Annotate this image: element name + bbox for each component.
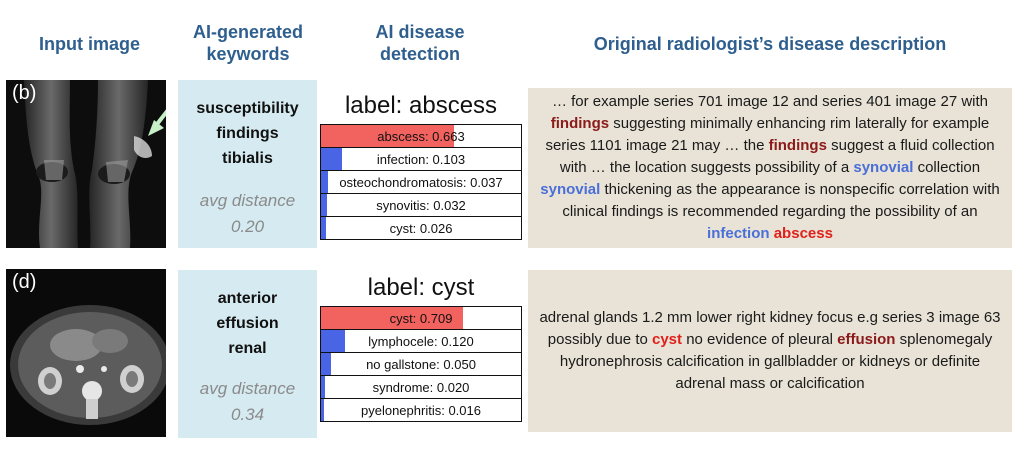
prediction-text: cyst: 0.026 — [389, 220, 453, 236]
description-segment: splenomegaly hydronephrosis calcificatio… — [559, 331, 993, 392]
prediction-row: osteochondromatosis: 0.037 — [320, 171, 522, 194]
prediction-row: cyst: 0.026 — [320, 217, 522, 240]
prediction-text: abscess: 0.663 — [377, 128, 465, 144]
prediction-row: synovitis: 0.032 — [320, 194, 522, 217]
description-segment: suggesting minimally enhancing rim later… — [545, 115, 990, 154]
prediction-text: synovitis: 0.032 — [376, 197, 466, 213]
prediction-text: pyelonephritis: 0.016 — [361, 402, 481, 418]
prediction-bar — [321, 307, 463, 329]
keyword-list: susceptibility findings tibialis — [178, 96, 317, 171]
prediction-row: cyst: 0.709 — [320, 307, 522, 330]
header-description-text: Original radiologist’s disease descripti… — [593, 34, 947, 54]
prediction-bar — [321, 353, 331, 375]
detection-label: label: cyst — [367, 274, 475, 301]
highlighted-term: abscess — [773, 225, 833, 242]
header-description: Original radiologist’s disease descripti… — [540, 33, 1000, 55]
highlighted-term: synovial — [853, 159, 914, 176]
keyword: renal — [228, 340, 267, 357]
description-segment: … for example series 701 image 12 and se… — [551, 93, 989, 110]
keyword: findings — [216, 125, 279, 142]
highlighted-term: synovial — [540, 181, 601, 198]
detection-panel: label: abscess abscess: 0.663 infection: … — [320, 88, 522, 240]
detection-label: label: abscess — [344, 92, 498, 119]
description-segment: collection — [913, 159, 981, 176]
description-text: … for example series 701 image 12 and se… — [528, 91, 1012, 245]
knee-mri-illustration — [6, 80, 166, 248]
keyword: tibialis — [222, 150, 273, 167]
prediction-text: no gallstone: 0.050 — [366, 356, 476, 372]
avg-distance-value: 0.34 — [230, 405, 265, 424]
avg-distance-value: 0.20 — [230, 217, 265, 236]
prediction-bar — [321, 194, 328, 216]
prediction-row: pyelonephritis: 0.016 — [320, 399, 522, 422]
prediction-text: syndrome: 0.020 — [372, 379, 470, 395]
prediction-bars: cyst: 0.709 lymphocele: 0.120 no gallstone… — [320, 306, 522, 422]
keywords-panel: anterior effusion renal avg distance 0.3… — [178, 270, 317, 438]
keyword-list: anterior effusion renal — [178, 286, 317, 361]
description-segment: thickening as the appearance is nonspeci… — [562, 181, 1000, 220]
header-detection-line1: AI disease — [375, 22, 465, 42]
description-segment: no evidence of pleural — [682, 331, 838, 348]
highlighted-term: cyst — [652, 331, 683, 348]
description-text: adrenal glands 1.2 mm lower right kidney… — [528, 307, 1012, 395]
keyword: anterior — [217, 290, 278, 307]
prediction-bars: abscess: 0.663 infection: 0.103 osteochond… — [320, 124, 522, 240]
radiologist-description: … for example series 701 image 12 and se… — [528, 88, 1012, 248]
prediction-row: infection: 0.103 — [320, 148, 522, 171]
detection-panel: label: cyst cyst: 0.709 lymphocele: 0.120… — [320, 270, 522, 422]
header-input-image: Input image — [12, 33, 167, 55]
header-detection-line2: detection — [379, 44, 460, 64]
avg-distance: avg distance 0.34 — [178, 376, 317, 428]
highlighted-term: findings — [550, 115, 610, 132]
arrow-icon — [148, 109, 166, 136]
prediction-text: lymphocele: 0.120 — [368, 333, 474, 349]
prediction-bar — [321, 217, 327, 239]
keywords-panel: susceptibility findings tibialis avg dis… — [178, 80, 317, 248]
prediction-text: cyst: 0.709 — [389, 310, 453, 326]
prediction-text: infection: 0.103 — [376, 151, 466, 167]
header-input-image-text: Input image — [38, 34, 140, 54]
abdominal-ct-illustration — [6, 269, 166, 437]
prediction-row: no gallstone: 0.050 — [320, 353, 522, 376]
prediction-text: osteochondromatosis: 0.037 — [339, 174, 503, 190]
prediction-row: abscess: 0.663 — [320, 125, 522, 148]
highlighted-term: infection — [707, 225, 770, 242]
avg-distance-label: avg distance — [199, 191, 296, 210]
header-keywords: AI-generated keywords — [173, 21, 323, 65]
avg-distance-label: avg distance — [199, 379, 296, 398]
prediction-bar — [321, 376, 325, 398]
keyword: effusion — [216, 315, 279, 332]
keyword: susceptibility — [196, 100, 299, 117]
panel-tag: (b) — [12, 82, 37, 104]
description-segment: adrenal glands 1.2 mm lower right kidney… — [539, 309, 1001, 348]
header-keywords-line1: AI-generated — [192, 22, 304, 42]
radiologist-description: adrenal glands 1.2 mm lower right kidney… — [528, 270, 1012, 432]
avg-distance: avg distance 0.20 — [178, 188, 317, 240]
header-keywords-line2: keywords — [206, 44, 290, 64]
prediction-bar — [321, 171, 329, 193]
input-image-abdominal-ct: (d) — [6, 269, 166, 437]
input-image-knee-mri: (b) — [6, 80, 166, 248]
panel-tag: (d) — [12, 271, 37, 293]
prediction-bar — [321, 125, 454, 147]
header-detection: AI disease detection — [335, 21, 505, 65]
prediction-bar — [321, 148, 342, 170]
highlighted-term: effusion — [837, 331, 896, 348]
description-segment: suggest a fluid collection with … the lo… — [559, 137, 995, 176]
highlighted-term: findings — [768, 137, 827, 154]
prediction-bar — [321, 399, 325, 421]
prediction-bar — [321, 330, 345, 352]
prediction-row: lymphocele: 0.120 — [320, 330, 522, 353]
prediction-row: syndrome: 0.020 — [320, 376, 522, 399]
